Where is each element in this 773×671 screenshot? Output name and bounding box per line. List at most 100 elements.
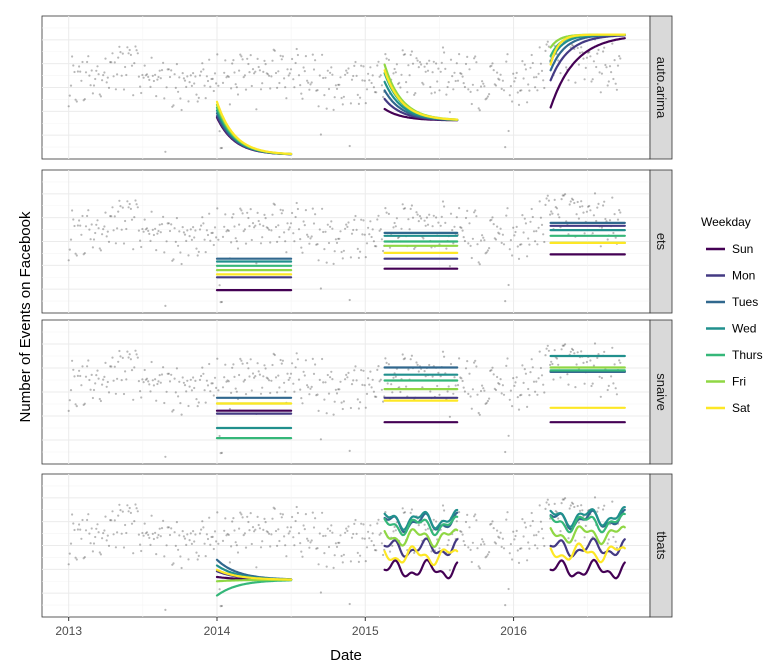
observed-point (236, 247, 240, 250)
observed-point (461, 229, 464, 232)
observed-point (223, 71, 226, 74)
observed-point (372, 544, 375, 547)
observed-point (211, 231, 214, 234)
observed-point (241, 212, 244, 215)
observed-point (614, 540, 617, 543)
observed-point (577, 521, 581, 524)
observed-point (74, 556, 77, 559)
observed-point (520, 89, 523, 92)
observed-point (333, 96, 336, 99)
observed-point (170, 373, 173, 376)
forecast-lines (215, 354, 626, 440)
observed-point (141, 378, 144, 381)
observed-point (101, 537, 104, 540)
observed-point (618, 55, 621, 58)
observed-point (221, 81, 225, 84)
observed-point (120, 379, 123, 382)
observed-point (502, 393, 506, 396)
observed-point (72, 522, 75, 525)
observed-point (213, 72, 217, 75)
forecast-line-sat (549, 542, 626, 564)
observed-point (538, 350, 541, 353)
observed-point (68, 399, 71, 402)
observed-point (262, 528, 265, 532)
observed-point (299, 388, 302, 391)
observed-point (88, 532, 91, 535)
forecast-lines (215, 33, 626, 156)
observed-point (479, 85, 483, 88)
observed-point (591, 232, 594, 235)
observed-point (102, 74, 105, 77)
observed-point (481, 80, 484, 83)
observed-point (206, 79, 210, 83)
observed-point (128, 48, 131, 52)
observed-point (448, 111, 451, 114)
observed-point (124, 65, 127, 69)
observed-point (570, 197, 574, 200)
observed-point (209, 390, 212, 393)
observed-point (380, 238, 383, 241)
observed-point (526, 101, 529, 104)
observed-point (375, 549, 378, 552)
observed-point (162, 215, 165, 218)
observed-point (458, 510, 461, 514)
observed-point (127, 356, 130, 359)
observed-point (448, 415, 451, 418)
observed-point (307, 539, 310, 542)
observed-point (69, 542, 73, 545)
observed-point (243, 378, 246, 381)
observed-point (287, 74, 290, 77)
observed-point (318, 378, 321, 381)
observed-point (224, 59, 227, 62)
observed-point (508, 248, 511, 251)
observed-point (323, 94, 326, 97)
observed-point (196, 100, 199, 103)
observed-point (330, 66, 333, 69)
observed-point (513, 384, 516, 387)
observed-point (461, 379, 464, 383)
observed-point (82, 557, 85, 560)
observed-point (280, 516, 283, 519)
observed-point (339, 76, 342, 79)
observed-point (228, 103, 231, 106)
observed-point (452, 88, 455, 91)
observed-point (356, 93, 359, 96)
observed-point (294, 61, 297, 65)
x-axis: 2013 2014 2015 2016 (55, 617, 527, 638)
observed-point (302, 524, 305, 527)
observed-point (453, 71, 456, 74)
observed-point (286, 372, 289, 375)
observed-point (596, 356, 599, 359)
observed-point (505, 60, 508, 63)
observed-point (277, 528, 280, 531)
observed-point (549, 213, 552, 216)
observed-point (201, 216, 204, 219)
observed-point (297, 74, 301, 77)
observed-point (611, 346, 614, 349)
observed-point (198, 228, 202, 231)
observed-point (423, 219, 426, 222)
observed-point (216, 511, 219, 514)
observed-point (569, 504, 572, 507)
observed-point (155, 399, 158, 402)
observed-point (578, 51, 582, 55)
observed-point (139, 390, 142, 393)
observed-point (239, 53, 242, 56)
observed-point (101, 79, 104, 82)
observed-point (377, 60, 380, 63)
observed-point (531, 519, 534, 523)
observed-point (522, 535, 525, 538)
observed-point (106, 76, 109, 79)
observed-point (97, 377, 100, 380)
observed-point (224, 213, 227, 216)
observed-point (231, 366, 234, 369)
observed-point (157, 229, 160, 233)
observed-point (160, 527, 164, 530)
observed-point (400, 73, 403, 76)
observed-point (438, 89, 441, 92)
observed-point (92, 388, 96, 392)
observed-point (200, 528, 203, 531)
observed-point (255, 108, 258, 111)
observed-point (293, 240, 296, 243)
observed-point (576, 46, 579, 50)
